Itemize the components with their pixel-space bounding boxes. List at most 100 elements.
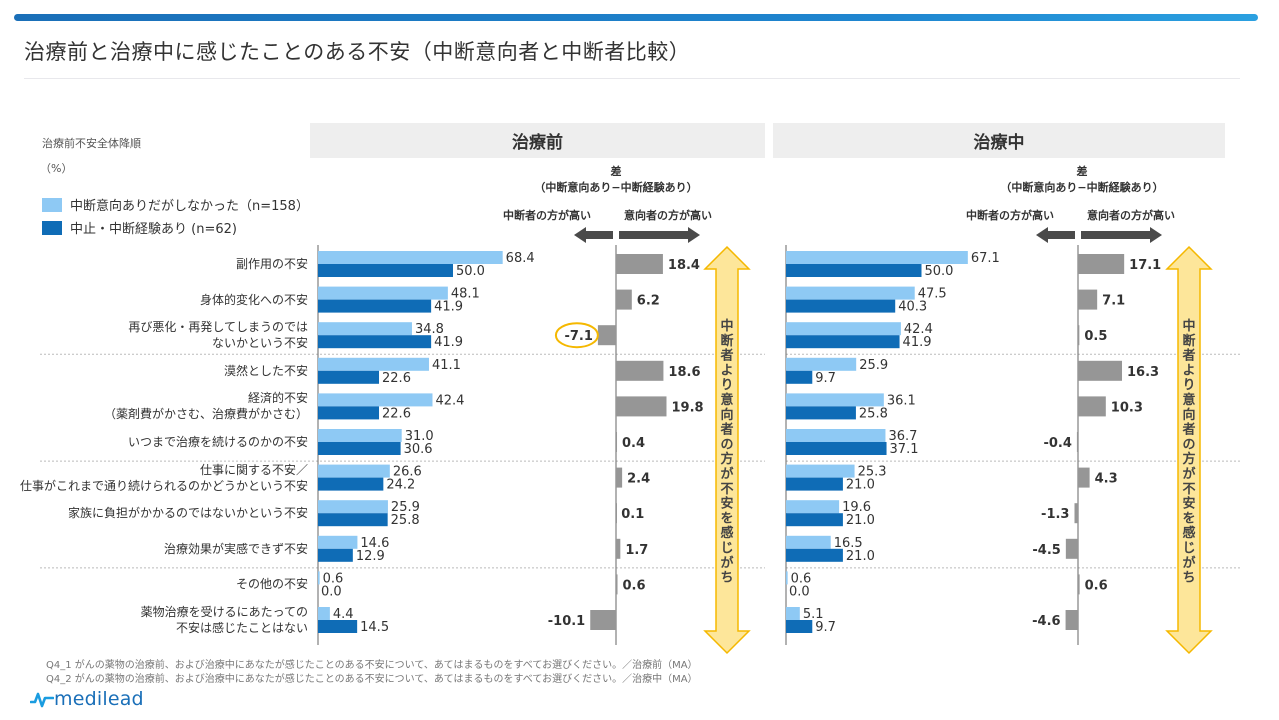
bar-experienced-label: 24.2 [386, 478, 415, 493]
diff-bar [616, 467, 623, 488]
category-label-line: （薬剤費がかさむ、治療費がかさむ） [103, 407, 308, 422]
bar-intent-label: 68.4 [506, 251, 535, 266]
panel-header-before: 治療前 [310, 123, 765, 158]
bar-intent-label: 42.4 [904, 322, 933, 337]
bar-intent-label: 16.5 [834, 536, 863, 551]
diff-bar [616, 360, 664, 381]
legend-item-intent: 中断意向ありだがしなかった（n=158） [42, 193, 309, 216]
diff-bar [1078, 325, 1080, 346]
diff-title-during: 差 （中断意向あり−中断経験あり） [1000, 164, 1163, 196]
bar-intent [318, 500, 388, 514]
bar-experienced-label: 0.0 [789, 584, 810, 599]
category-label-line: 副作用の不安 [235, 257, 308, 271]
category-label: 薬物治療を受けるにあたっての 不安は感じたことはない [141, 604, 308, 636]
category-label-line: 経済的不安 [247, 391, 308, 406]
bar-intent [786, 429, 886, 442]
diff-label: 16.3 [1127, 365, 1159, 380]
bar-experienced [786, 406, 856, 420]
bar-experienced [318, 513, 388, 527]
diff-bar [1078, 254, 1125, 274]
bar-intent [786, 464, 855, 478]
bar-intent [786, 286, 915, 300]
callout-arrow-char: り [720, 378, 733, 393]
diff-bar [1074, 503, 1078, 524]
category-label-line: 再び悪化・再発してしまうのでは [128, 320, 308, 335]
diff-title-line2: （中断意向あり−中断経験あり） [1000, 181, 1164, 194]
category-label: 再び悪化・再発してしまうのでは ないかという不安 [128, 319, 308, 351]
bar-intent [318, 571, 320, 585]
callout-arrow-char: が [1182, 466, 1195, 482]
diff-bar [597, 325, 616, 346]
diff-label: -0.4 [1043, 436, 1071, 451]
bar-experienced-label: 22.6 [382, 406, 411, 421]
bar-intent-label: 41.1 [432, 358, 461, 373]
legend: 中断意向ありだがしなかった（n=158） 中止・中断経験あり (n=62) [42, 193, 309, 239]
diff-bar [616, 396, 667, 417]
bar-experienced [786, 299, 896, 313]
bar-experienced-label: 9.7 [815, 620, 836, 635]
bar-intent-label: 34.8 [415, 322, 444, 337]
bar-experienced [318, 264, 453, 277]
bar-intent-label: 25.3 [858, 465, 887, 480]
dir-label-left-during: 中断者の方が高い [966, 209, 1054, 222]
bar-intent-label: 42.4 [435, 393, 464, 408]
dir-label-left-before: 中断者の方が高い [503, 209, 591, 222]
category-label: 副作用の不安 [236, 256, 308, 272]
bar-intent [318, 357, 429, 371]
bar-experienced-label: 40.3 [898, 300, 927, 315]
bar-experienced-label: 50.0 [456, 264, 485, 279]
bar-intent-label: 4.4 [333, 607, 354, 622]
callout-arrow-char: 中 [1182, 318, 1195, 334]
bar-experienced [318, 299, 432, 313]
callout-arrow-char: よ [1182, 363, 1195, 378]
diff-label: -4.5 [1032, 543, 1060, 558]
diff-label: 0.4 [622, 436, 645, 451]
diff-label: 17.1 [1129, 258, 1161, 273]
diff-label: 7.1 [1102, 294, 1125, 309]
callout-arrow-char: 意 [720, 392, 733, 408]
bar-experienced [786, 370, 813, 384]
bar-intent-label: 36.7 [888, 429, 917, 444]
callout-arrow-char: 方 [1182, 451, 1195, 467]
bar-experienced [786, 477, 843, 491]
callout-arrow-char: が [1182, 555, 1195, 571]
bar-experienced-label: 37.1 [890, 442, 919, 457]
diff-bar [1078, 289, 1098, 310]
bar-experienced-label: 25.8 [391, 513, 420, 528]
diff-label: 10.3 [1111, 400, 1143, 415]
arrow-left-icon [1036, 227, 1075, 243]
diff-label: 2.4 [627, 472, 650, 487]
diff-label: 19.8 [671, 400, 703, 415]
bar-experienced [786, 513, 843, 527]
diff-label: -10.1 [548, 614, 585, 629]
bar-intent-label: 47.5 [918, 287, 947, 302]
callout-arrow-char: が [720, 555, 733, 571]
bar-experienced-label: 30.6 [404, 442, 433, 457]
diff-title-line1: 差 [610, 165, 622, 178]
bar-intent-label: 36.1 [887, 393, 916, 408]
bar-experienced [318, 442, 401, 455]
bar-experienced [786, 442, 887, 455]
callout-arrow-char: 断 [1182, 333, 1195, 349]
bar-experienced-label: 50.0 [925, 264, 954, 279]
category-label: 身体的変化への不安 [200, 292, 308, 308]
bar-experienced-label: 22.6 [382, 371, 411, 386]
bar-intent [786, 357, 857, 371]
category-label: 治療効果が実感できず不安 [164, 541, 308, 557]
bar-experienced [786, 264, 922, 277]
bar-intent [786, 535, 831, 549]
diff-bar [616, 503, 617, 524]
callout-arrow-char: り [1182, 378, 1195, 393]
bar-intent-label: 14.6 [360, 536, 389, 551]
diff-label: 18.6 [668, 365, 700, 380]
bar-intent [786, 500, 840, 514]
diff-bar [1065, 538, 1078, 559]
category-label-line: その他の不安 [235, 577, 308, 592]
diff-title-line1: 差 [1076, 165, 1088, 178]
bar-intent [318, 429, 402, 442]
diff-bar [1078, 574, 1080, 595]
diff-label: -7.1 [564, 329, 592, 344]
bar-intent [318, 286, 448, 300]
diff-bar [1078, 396, 1106, 417]
